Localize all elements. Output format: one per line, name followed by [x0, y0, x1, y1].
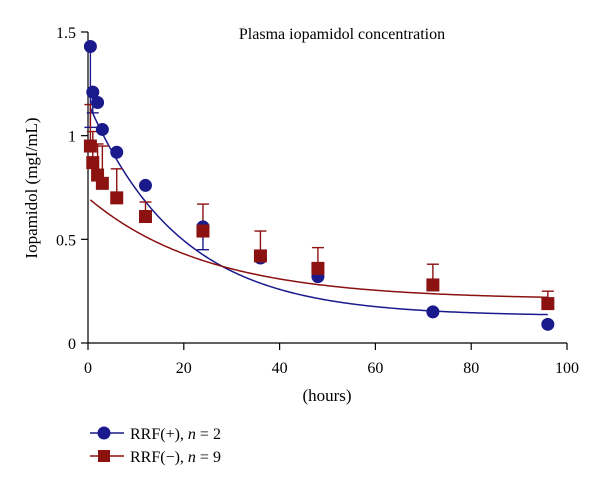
data-point-rrf-minus [541, 297, 555, 311]
legend-series-name-rrf-plus: RRF(+), [130, 426, 188, 443]
data-point-rrf-plus [86, 85, 100, 99]
x-tick-label: 60 [367, 360, 383, 377]
legend-marker-square [98, 450, 110, 462]
legend-label-rrf-plus: RRF(+), n = 2 [130, 426, 221, 443]
x-axis-title: (hours) [302, 386, 351, 405]
x-tick-label: 80 [463, 360, 479, 377]
fit-curve-series-1 [89, 199, 548, 299]
data-point-rrf-minus [426, 278, 440, 292]
x-tick-label: 0 [84, 360, 92, 377]
legend-n-value-rrf-minus: = 9 [196, 449, 221, 466]
data-point-rrf-plus [110, 145, 124, 159]
x-tick-label: 100 [555, 360, 579, 377]
data-point-rrf-plus [95, 122, 109, 136]
y-axis-title: Iopamidol (mgI/mL) [22, 117, 41, 258]
data-point-rrf-plus [541, 317, 555, 331]
y-tick-label: 0.5 [56, 232, 76, 249]
chart-title: Plasma iopamidol concentration [239, 26, 445, 43]
data-point-rrf-minus [311, 261, 325, 275]
legend-n-symbol: n [188, 426, 196, 443]
data-point-rrf-plus [91, 95, 105, 109]
data-point-rrf-plus [426, 305, 440, 319]
data-point-rrf-minus [138, 210, 152, 224]
data-point-rrf-minus [86, 156, 100, 170]
y-tick-label: 1.5 [56, 25, 76, 42]
legend-series-name-rrf-minus: RRF(−), [130, 449, 188, 466]
y-tick-label: 1 [68, 129, 76, 146]
legend: RRF(+), n = 2 RRF(−), n = 9 [90, 426, 221, 466]
data-point-rrf-plus [83, 40, 97, 54]
data-point-rrf-minus [95, 176, 109, 190]
data-point-rrf-minus [83, 139, 97, 153]
data-point-rrf-minus [110, 191, 124, 205]
data-point-rrf-minus [253, 249, 267, 263]
legend-marker-circle [97, 426, 111, 440]
legend-label-rrf-minus: RRF(−), n = 9 [130, 449, 221, 466]
fit-curve-series-0 [89, 107, 548, 316]
legend-n-value-rrf-plus: = 2 [196, 426, 221, 443]
x-tick-label: 40 [272, 360, 288, 377]
data-point-rrf-plus [138, 178, 152, 192]
legend-item-rrf-minus: RRF(−), n = 9 [90, 449, 221, 466]
legend-n-symbol: n [188, 449, 196, 466]
data-point-rrf-minus [196, 224, 210, 238]
legend-item-rrf-plus: RRF(+), n = 2 [90, 426, 221, 443]
x-tick-label: 20 [176, 360, 192, 377]
y-tick-label: 0 [68, 336, 76, 353]
